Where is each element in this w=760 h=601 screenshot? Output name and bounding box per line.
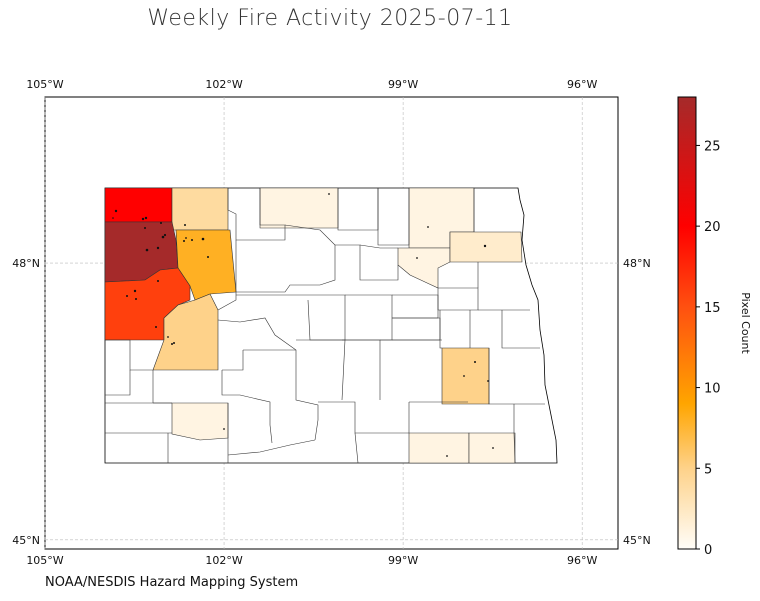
lat-tick-label-left: 48°N <box>12 257 40 270</box>
lat-tick-label-right: 48°N <box>623 257 651 270</box>
data-source-credit: NOAA/NESDIS Hazard Mapping System <box>45 575 299 590</box>
map-title: Weekly Fire Activity 2025-07-11 <box>147 6 513 31</box>
axis-tick-labels: 105°W 105°W 102°W 102°W 99°W 99°W 96°W 96°W 48°N… <box>12 78 650 567</box>
lat-tick-label-left: 45°N <box>12 534 40 547</box>
colorbar-tick-label: 10 <box>704 382 721 397</box>
county-dickey[interactable] <box>408 432 470 464</box>
colorbar-label: Pixel Count <box>739 292 752 354</box>
lon-tick-label-bottom: 96°W <box>567 554 597 567</box>
colorbar-ticks: 0 5 10 15 20 25 <box>696 139 721 558</box>
colorbar-tick-label: 15 <box>704 301 721 316</box>
lon-tick-label-top: 96°W <box>567 78 597 91</box>
county-divide[interactable] <box>104 187 173 223</box>
county-stutsman[interactable] <box>441 347 490 405</box>
county-burke[interactable] <box>171 187 229 231</box>
county-cavalier[interactable] <box>449 231 523 263</box>
lon-tick-label-top: 102°W <box>205 78 242 91</box>
colorbar <box>677 96 697 550</box>
lon-tick-label-top: 99°W <box>388 78 418 91</box>
county-boundaries <box>105 188 545 464</box>
county-ward-north[interactable] <box>259 187 339 229</box>
lon-tick-label-bottom: 105°W <box>26 554 63 567</box>
fire-detections <box>112 193 494 457</box>
county-dunn[interactable] <box>152 293 219 371</box>
lon-tick-label-top: 105°W <box>26 78 63 91</box>
county-sargent[interactable] <box>468 432 516 464</box>
colorbar-tick-label: 0 <box>704 543 712 558</box>
lon-tick-label-bottom: 102°W <box>205 554 242 567</box>
county-mckenzie[interactable] <box>104 267 191 341</box>
colorbar-tick-label: 25 <box>704 139 721 154</box>
colorbar-tick-label: 5 <box>704 462 712 477</box>
colorbar-tick-label: 20 <box>704 220 721 235</box>
county-layer <box>104 187 523 464</box>
lon-tick-label-bottom: 99°W <box>388 554 418 567</box>
lat-tick-label-right: 45°N <box>623 534 651 547</box>
county-hettinger[interactable] <box>171 402 229 441</box>
